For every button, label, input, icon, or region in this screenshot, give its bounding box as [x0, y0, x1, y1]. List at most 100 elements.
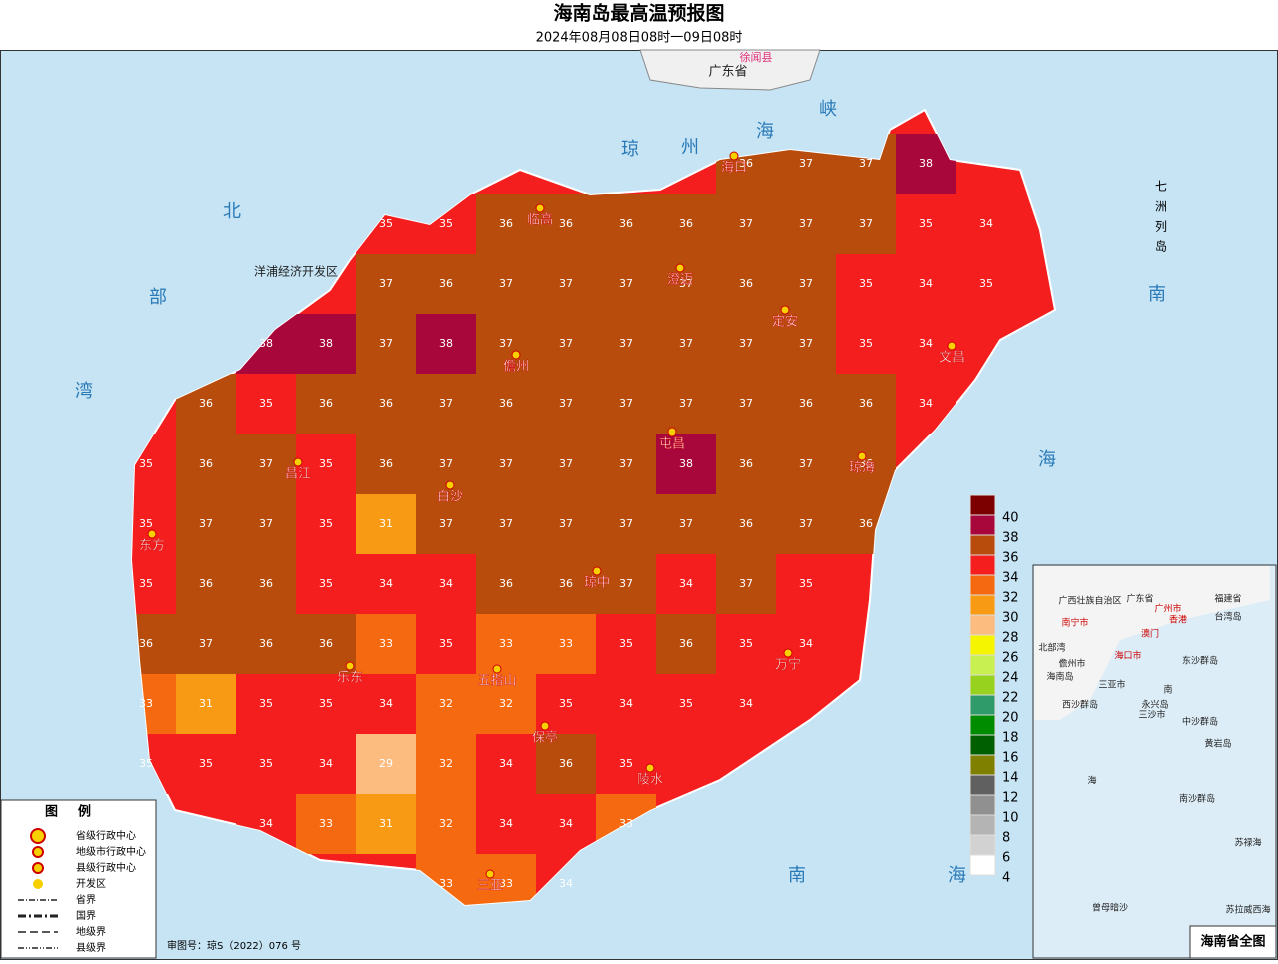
temp-value: 33	[319, 817, 333, 830]
heat-cell	[236, 434, 296, 494]
temp-value: 37	[559, 517, 573, 530]
temp-value: 32	[439, 757, 453, 770]
scale-box	[969, 714, 996, 736]
temp-value: 31	[379, 817, 393, 830]
approval: 审图号：琼S（2022）076 号	[167, 939, 301, 952]
temp-value: 36	[259, 637, 273, 650]
temp-value: 37	[559, 337, 573, 350]
scale-box	[969, 774, 996, 796]
legend-label: 省界	[76, 893, 96, 906]
scale-box	[969, 634, 996, 656]
inset-label: 东沙群岛	[1182, 655, 1218, 667]
temp-value: 34	[919, 277, 933, 290]
scale-label: 4	[1002, 871, 1010, 886]
heat-cell	[536, 494, 596, 554]
temp-value: 36	[739, 277, 753, 290]
scale-label: 6	[1002, 851, 1010, 866]
heat-cell	[776, 494, 836, 554]
city-marker	[535, 203, 545, 213]
temp-value: 37	[559, 457, 573, 470]
temp-value: 37	[859, 157, 873, 170]
temp-value: 37	[799, 517, 813, 530]
heat-cell	[836, 194, 896, 254]
heat-cell	[716, 254, 776, 314]
heat-cell	[656, 674, 716, 734]
heat-cell	[656, 194, 716, 254]
city-label: 海口	[721, 161, 747, 176]
legend-label: 省级行政中心	[76, 829, 136, 842]
heat-cell	[356, 674, 416, 734]
legend-label: 国界	[76, 910, 96, 922]
inset-label: 海口市	[1114, 650, 1141, 662]
temp-value: 37	[679, 337, 693, 350]
temp-value: 36	[739, 157, 753, 170]
heat-cell	[296, 554, 356, 614]
temp-value: 36	[739, 457, 753, 470]
heat-cell	[416, 494, 476, 554]
city-marker	[485, 869, 495, 879]
scale-box	[969, 754, 996, 776]
temp-value: 35	[859, 277, 873, 290]
legend-label: 县级行政中心	[76, 861, 136, 874]
inset-land	[1034, 566, 1270, 720]
temp-value: 37	[559, 397, 573, 410]
heat-cell	[236, 614, 296, 674]
temp-value: 35	[799, 577, 813, 590]
temp-value: 37	[439, 397, 453, 410]
temp-value: 34	[799, 637, 813, 650]
scale-box	[969, 494, 996, 516]
temp-value: 37	[679, 517, 693, 530]
scale-label: 40	[1002, 511, 1019, 526]
temp-value: 35	[679, 697, 693, 710]
heat-cell	[896, 194, 956, 254]
scale-box	[969, 554, 996, 576]
temp-value: 35	[619, 757, 633, 770]
temp-value: 37	[799, 337, 813, 350]
heat-cell	[236, 674, 296, 734]
temp-value: 36	[379, 457, 393, 470]
temp-value: 32	[439, 817, 453, 830]
city-marker	[345, 661, 355, 671]
temp-value: 36	[319, 637, 333, 650]
inset-label: 南沙群岛	[1179, 793, 1215, 805]
heat-cell	[296, 374, 356, 434]
inset-label: 黄岩岛	[1204, 738, 1231, 750]
heat-cell	[416, 314, 476, 374]
heat-cell	[596, 614, 656, 674]
heat-cell	[536, 314, 596, 374]
scale-label: 34	[1002, 571, 1019, 586]
heat-cell	[776, 314, 836, 374]
heat-cell	[476, 794, 536, 854]
city-marker	[445, 480, 455, 490]
city-marker	[147, 529, 157, 539]
heat-cell	[896, 254, 956, 314]
heat-cell	[596, 674, 656, 734]
scale-label: 28	[1002, 631, 1019, 646]
heat-cell	[776, 614, 836, 674]
island-label: 七洲列岛	[1154, 180, 1168, 260]
heat-cell	[776, 194, 836, 254]
legend-symbol	[32, 846, 44, 858]
sea-label: 海	[948, 865, 966, 886]
scale-box	[969, 734, 996, 756]
values: 36 37 37 38 35 35 36 36 36 36 37 37 37 35 34 37 36 37 37 37…	[139, 157, 993, 890]
inset-label: 海南岛	[1046, 671, 1073, 683]
mainland	[639, 49, 821, 91]
heat-cell	[176, 434, 236, 494]
place-label: 广东省	[708, 65, 747, 80]
temp-value: 35	[919, 217, 933, 230]
heat-cell	[776, 254, 836, 314]
scale-box	[969, 574, 996, 596]
heat-cell	[176, 734, 236, 794]
heat-cell	[176, 614, 236, 674]
heat-cell	[416, 614, 476, 674]
heat-cell	[476, 194, 536, 254]
heat-cell	[296, 674, 356, 734]
heat-cell	[956, 194, 1016, 254]
city-label: 乐东	[337, 671, 363, 686]
city-marker	[729, 151, 739, 161]
scale-box	[969, 674, 996, 696]
temp-value: 35	[439, 637, 453, 650]
heat-cell	[356, 314, 416, 374]
temp-value: 37	[619, 397, 633, 410]
